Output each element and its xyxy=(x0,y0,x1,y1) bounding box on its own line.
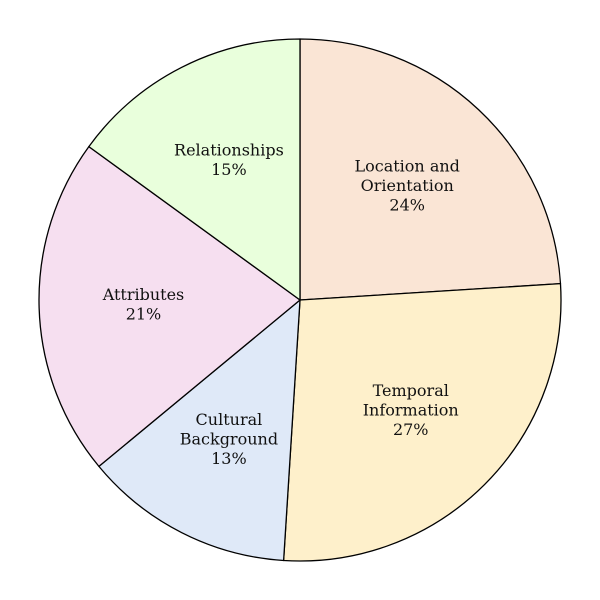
slice-percent-label: 27% xyxy=(393,420,429,439)
slice-label-cultural-background: Cultural Background 13% xyxy=(180,410,278,468)
slice-label-temporal-information: Temporal Information 27% xyxy=(363,381,459,439)
slice-name-label: Cultural xyxy=(196,410,263,429)
pie-labels: Location and Orientation 24% Temporal Inform… xyxy=(102,141,460,468)
slice-name-label: Orientation xyxy=(361,176,454,195)
slice-name-label: Background xyxy=(180,430,278,449)
slice-name-label: Relationships xyxy=(174,141,284,160)
slice-percent-label: 24% xyxy=(389,195,425,214)
slice-label-attributes: Attributes 21% xyxy=(102,285,185,324)
pie-slice-relationships xyxy=(88,38,301,301)
pie-slice-attributes xyxy=(38,145,301,468)
slice-label-relationships: Relationships 15% xyxy=(174,141,284,180)
slice-percent-label: 21% xyxy=(126,305,162,324)
slice-name-label: Information xyxy=(363,401,459,420)
pie-slice-temporal-information xyxy=(282,282,562,562)
pie-slice-location-and-orientation xyxy=(299,38,562,301)
slice-name-label: Attributes xyxy=(102,285,185,304)
slice-name-label: Location and xyxy=(354,156,459,175)
pie-slices xyxy=(38,38,562,562)
pie-slice-cultural-background xyxy=(98,299,301,562)
slice-percent-label: 15% xyxy=(211,160,247,179)
slice-name-label: Temporal xyxy=(373,381,449,400)
slice-percent-label: 13% xyxy=(211,449,247,468)
slice-label-location-and-orientation: Location and Orientation 24% xyxy=(354,156,459,214)
